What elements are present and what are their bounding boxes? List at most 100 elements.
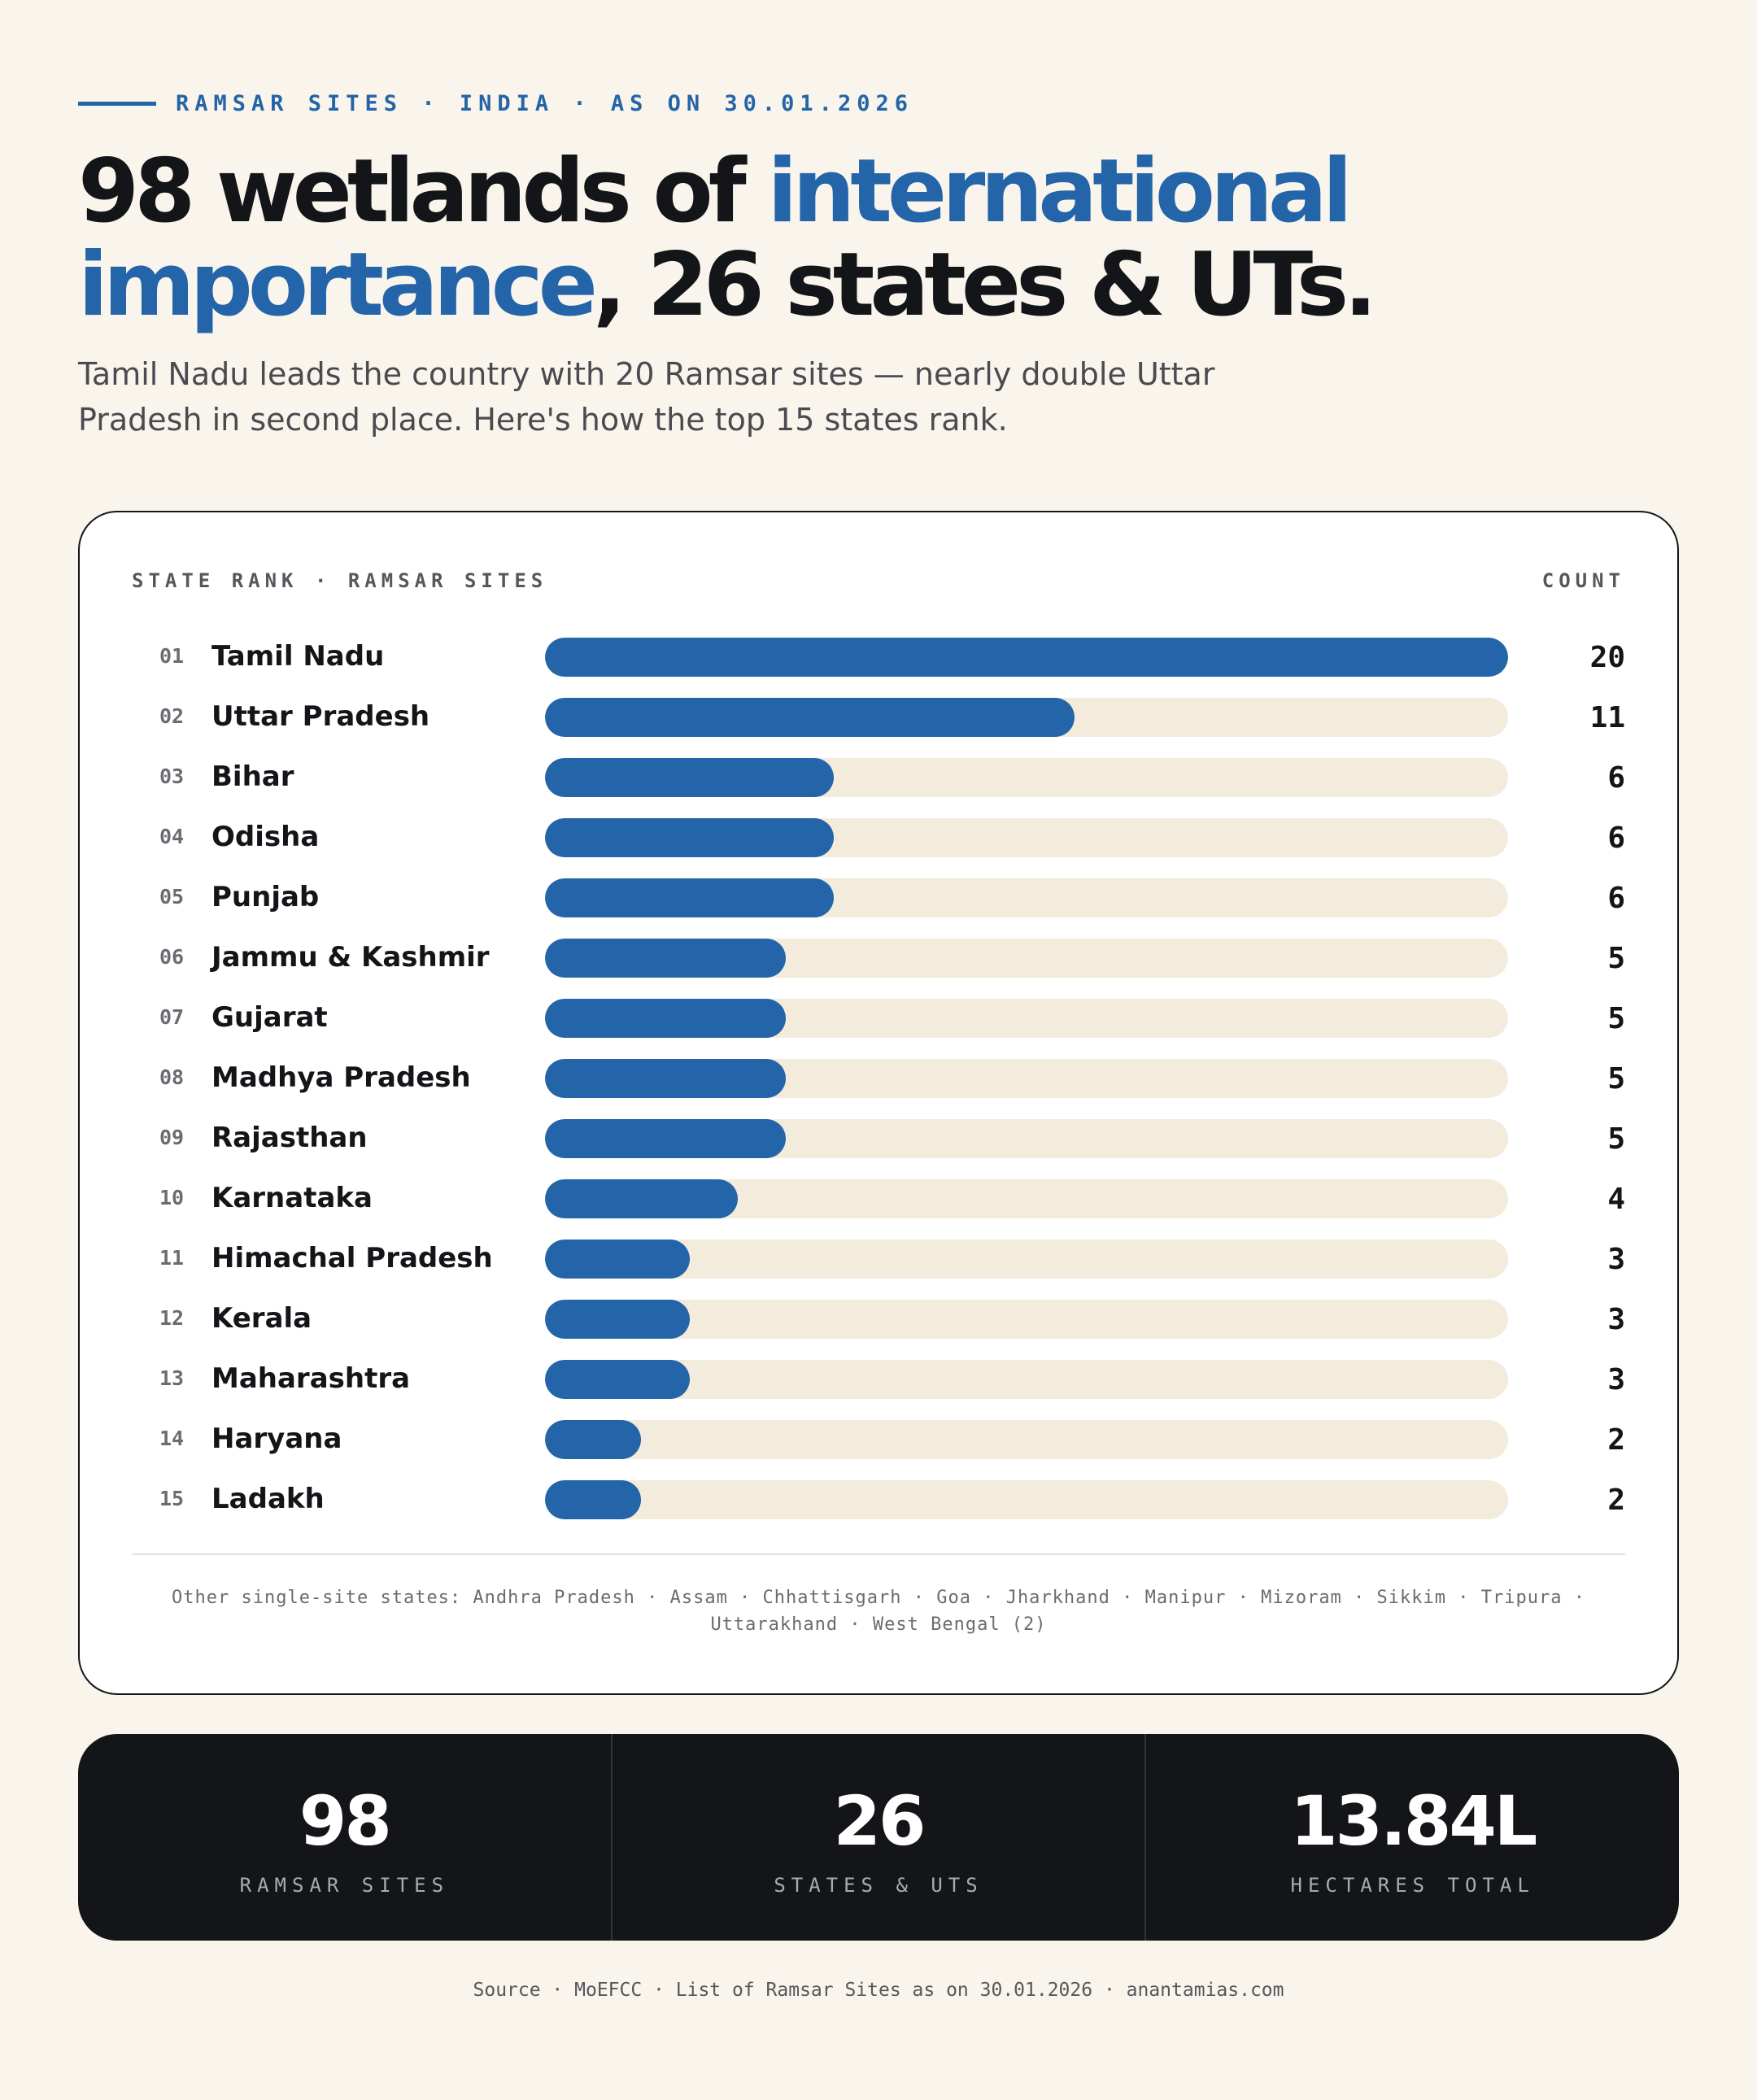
bar bbox=[545, 1059, 786, 1098]
bar-row: 11 Himachal Pradesh 3 bbox=[80, 1228, 1677, 1288]
count-header: COUNT bbox=[1541, 569, 1625, 592]
stat-hectares: 13.84L HECTARES TOTAL bbox=[1146, 1734, 1679, 1941]
bar bbox=[545, 698, 1075, 737]
bar-track bbox=[545, 698, 1508, 737]
rank-label: 10 bbox=[159, 1186, 185, 1209]
state-label: Odisha bbox=[211, 821, 320, 853]
bar-row: 09 Rajasthan 5 bbox=[80, 1108, 1677, 1168]
bar bbox=[545, 1360, 690, 1399]
bar-track bbox=[545, 1119, 1508, 1158]
bar-track bbox=[545, 1360, 1508, 1399]
rank-label: 06 bbox=[159, 945, 185, 969]
count-label: 6 bbox=[1607, 882, 1625, 915]
bar-row: 08 Madhya Pradesh 5 bbox=[80, 1048, 1677, 1108]
rank-label: 03 bbox=[159, 765, 185, 788]
bar-track bbox=[545, 878, 1508, 917]
stat-value: 13.84L bbox=[1290, 1781, 1537, 1861]
count-label: 3 bbox=[1607, 1303, 1625, 1336]
other-states-note: Other single-site states: Andhra Pradesh… bbox=[172, 1588, 1585, 1635]
state-label: Jammu & Kashmir bbox=[211, 941, 490, 974]
bar-track bbox=[545, 1300, 1508, 1339]
rank-label: 11 bbox=[159, 1246, 185, 1270]
bar-row: 10 Karnataka 4 bbox=[80, 1168, 1677, 1228]
bar-row: 12 Kerala 3 bbox=[80, 1288, 1677, 1348]
headline-highlight-2: importance bbox=[78, 234, 598, 336]
count-label: 6 bbox=[1607, 821, 1625, 855]
subhead: Tamil Nadu leads the country with 20 Ram… bbox=[78, 356, 1215, 438]
count-label: 2 bbox=[1607, 1423, 1625, 1457]
bar-row: 13 Maharashtra 3 bbox=[80, 1348, 1677, 1409]
count-label: 6 bbox=[1607, 761, 1625, 795]
rank-label: 09 bbox=[159, 1126, 185, 1149]
state-label: Kerala bbox=[211, 1302, 312, 1335]
headline-part2: , 26 states & UTs. bbox=[592, 234, 1377, 336]
rank-label: 05 bbox=[159, 885, 185, 908]
bar bbox=[545, 999, 786, 1038]
bar bbox=[545, 1179, 738, 1218]
rank-label: 14 bbox=[159, 1427, 185, 1450]
state-label: Rajasthan bbox=[211, 1122, 368, 1154]
bar bbox=[545, 1480, 642, 1519]
bar-track bbox=[545, 758, 1508, 797]
state-label: Gujarat bbox=[211, 1001, 328, 1034]
bar-row: 06 Jammu & Kashmir 5 bbox=[80, 927, 1677, 987]
stat-value: 26 bbox=[833, 1781, 926, 1861]
bar bbox=[545, 758, 835, 797]
eyebrow: RAMSAR SITES · INDIA · AS ON 30.01.2026 bbox=[78, 91, 913, 116]
bar bbox=[545, 1300, 690, 1339]
bar-row: 01 Tamil Nadu 20 bbox=[80, 626, 1677, 686]
rank-label: 04 bbox=[159, 825, 185, 848]
state-label: Haryana bbox=[211, 1423, 342, 1455]
bar-row: 14 Haryana 2 bbox=[80, 1409, 1677, 1469]
bar bbox=[545, 939, 786, 978]
stat-label: HECTARES TOTAL bbox=[1290, 1874, 1535, 1897]
stat-label: RAMSAR SITES bbox=[239, 1874, 450, 1897]
count-label: 5 bbox=[1607, 942, 1625, 975]
count-label: 3 bbox=[1607, 1363, 1625, 1396]
stats-panel: 98 RAMSAR SITES 26 STATES & UTS 13.84L H… bbox=[78, 1734, 1679, 1941]
count-label: 20 bbox=[1589, 641, 1625, 674]
bar bbox=[545, 638, 1508, 677]
rank-label: 15 bbox=[159, 1487, 185, 1510]
state-label: Bihar bbox=[211, 760, 294, 793]
count-label: 11 bbox=[1589, 701, 1625, 734]
ranking-card: STATE RANK · RAMSAR SITES COUNT 01 Tamil … bbox=[78, 511, 1679, 1695]
bar-row: 05 Punjab 6 bbox=[80, 867, 1677, 927]
state-label: Maharashtra bbox=[211, 1362, 411, 1395]
bar-chart: 01 Tamil Nadu 20 02 Uttar Pradesh 11 03 Bihar 6 0… bbox=[80, 626, 1677, 1529]
rank-label: 02 bbox=[159, 704, 185, 728]
bar-row: 03 Bihar 6 bbox=[80, 747, 1677, 807]
eyebrow-text: RAMSAR SITES · INDIA · AS ON 30.01.2026 bbox=[176, 91, 913, 116]
rank-label: 01 bbox=[159, 644, 185, 668]
bar bbox=[545, 1420, 642, 1459]
headline: 98 wetlands of international importance, … bbox=[78, 145, 1624, 332]
state-label: Punjab bbox=[211, 881, 320, 913]
bar-track bbox=[545, 1059, 1508, 1098]
bar bbox=[545, 1240, 690, 1279]
stat-label: STATES & UTS bbox=[774, 1874, 983, 1897]
stat-value: 98 bbox=[299, 1781, 392, 1861]
bar-track bbox=[545, 1179, 1508, 1218]
bar bbox=[545, 1119, 786, 1158]
bar-track bbox=[545, 1480, 1508, 1519]
state-label: Karnataka bbox=[211, 1182, 373, 1214]
count-label: 4 bbox=[1607, 1183, 1625, 1216]
state-label: Madhya Pradesh bbox=[211, 1061, 471, 1094]
state-label: Tamil Nadu bbox=[211, 640, 385, 673]
state-label: Ladakh bbox=[211, 1483, 325, 1515]
rank-label: 07 bbox=[159, 1005, 185, 1029]
headline-highlight-1: international bbox=[767, 141, 1352, 242]
bar-track bbox=[545, 818, 1508, 857]
eyebrow-rule bbox=[78, 102, 156, 106]
state-label: Uttar Pradesh bbox=[211, 700, 430, 733]
bar-row: 15 Ladakh 2 bbox=[80, 1469, 1677, 1529]
bar-row: 02 Uttar Pradesh 11 bbox=[80, 686, 1677, 747]
count-label: 3 bbox=[1607, 1243, 1625, 1276]
state-label: Himachal Pradesh bbox=[211, 1242, 493, 1274]
bar-track bbox=[545, 638, 1508, 677]
rank-label: 12 bbox=[159, 1306, 185, 1330]
divider bbox=[132, 1553, 1625, 1555]
headline-part1: 98 wetlands of bbox=[78, 141, 768, 242]
bar bbox=[545, 878, 835, 917]
bar-row: 04 Odisha 6 bbox=[80, 807, 1677, 867]
